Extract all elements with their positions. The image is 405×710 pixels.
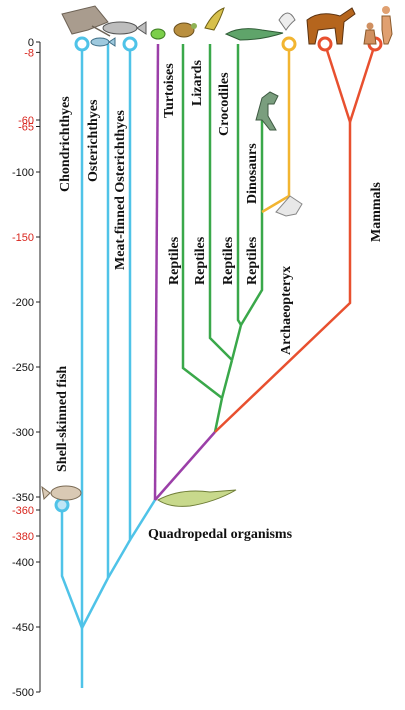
- node-shell-skinned: [54, 497, 70, 513]
- main-stem: [80, 577, 110, 629]
- tetrapod-stem: [128, 499, 157, 541]
- axis-tick-label: -8: [24, 47, 34, 59]
- label-mammals: Mammals: [369, 182, 384, 242]
- axis-tick-label: -60: [18, 115, 34, 127]
- axis-tick-label: -400: [12, 557, 34, 569]
- amniote-stem: [154, 431, 216, 501]
- text-labels: Chondrichthyes Osterichthyes Meat-finned…: [55, 60, 384, 542]
- label-shell-skinned: Shell-skinned fish: [55, 366, 70, 472]
- label-reptiles-1: Reptiles: [167, 236, 182, 285]
- label-dinosaurs: Dinosaurs: [245, 143, 260, 204]
- turtoises-branch: [153, 43, 160, 501]
- node-chondrichthyes: [74, 36, 90, 52]
- ray-icon: [61, 5, 111, 37]
- seagull-icon: [278, 12, 296, 31]
- small-fish-icon: [90, 37, 116, 47]
- reptiles-4-branch: [239, 120, 264, 326]
- axis-tick-label: -350: [12, 492, 34, 504]
- label-lizards: Lizards: [190, 60, 205, 106]
- reptiles-2-branch: [208, 44, 233, 361]
- shell-fish-icon: [41, 485, 82, 501]
- dinosaur-icon: [255, 91, 279, 131]
- bird-branches: [261, 44, 291, 214]
- axis-tick-label: -200: [12, 297, 34, 309]
- fish-icon: [102, 21, 147, 35]
- amphibian-icon: [157, 489, 237, 507]
- crocodile-icon: [224, 28, 284, 41]
- axis-tick-label: -380: [12, 531, 34, 543]
- reptiles-3-branch: [236, 44, 243, 326]
- label-crocodiles: Crocodiles: [217, 72, 232, 136]
- reptile-node-3: [230, 324, 243, 361]
- axis-tick-label: 0: [28, 37, 34, 49]
- axis-ticks: 0-8 -60-65 -100 -150 -200 -250 -300 -350-360 -38…: [12, 37, 40, 699]
- horse-icon: [306, 7, 356, 45]
- turtle-branches: [153, 43, 216, 501]
- label-quadropedal: Quadropedal organisms: [148, 527, 293, 542]
- reptile-branches: [181, 44, 264, 433]
- label-chondrichthyes: Chondrichthyes: [58, 96, 73, 192]
- node-archaeopteryx: [281, 36, 297, 52]
- label-meat-finned: Meat-finned Osterichthyes: [113, 110, 128, 270]
- archaeopteryx-branch: [261, 44, 291, 214]
- axis-tick-label: -150: [12, 232, 34, 244]
- axis-tick-label: -250: [12, 362, 34, 374]
- reptile-stem: [213, 397, 224, 433]
- reptile-node-2: [220, 359, 234, 399]
- axis-tick-label: -100: [12, 167, 34, 179]
- label-archaeopteryx: Archaeopteryx: [279, 266, 294, 355]
- axis-tick-label: -360: [12, 505, 34, 517]
- label-osterichthyes: Osterichthyes: [86, 99, 101, 182]
- label-reptiles-4: Reptiles: [245, 236, 260, 285]
- lizard-icon: [204, 7, 225, 31]
- node-mammals: [317, 36, 333, 52]
- label-turtoises: Turtoises: [162, 63, 177, 118]
- axis-tick-label: -500: [12, 687, 34, 699]
- mammals-left: [323, 43, 352, 123]
- axis-tick-label: -450: [12, 622, 34, 634]
- label-reptiles-3: Reptiles: [221, 236, 236, 285]
- node-meat-finned: [122, 36, 138, 52]
- reptiles-1-branch: [181, 44, 223, 399]
- organism-icons: [41, 5, 393, 507]
- mammal-branches: [214, 43, 377, 433]
- mammal-stem: [214, 122, 352, 433]
- axis-tick-label: -65: [18, 122, 34, 134]
- time-axis: 0-8 -60-65 -100 -150 -200 -250 -300 -350-360 -38…: [12, 37, 41, 699]
- archaeopteryx-icon: [275, 195, 303, 217]
- mammals-right: [348, 43, 377, 123]
- label-reptiles-2: Reptiles: [193, 236, 208, 285]
- fish-branches: [60, 44, 157, 688]
- human-icon: [363, 6, 393, 45]
- axis-tick-label: -300: [12, 427, 34, 439]
- turtle-icon: [173, 22, 197, 38]
- shell-skinned-branch: [60, 505, 84, 629]
- frog-icon: [150, 28, 166, 40]
